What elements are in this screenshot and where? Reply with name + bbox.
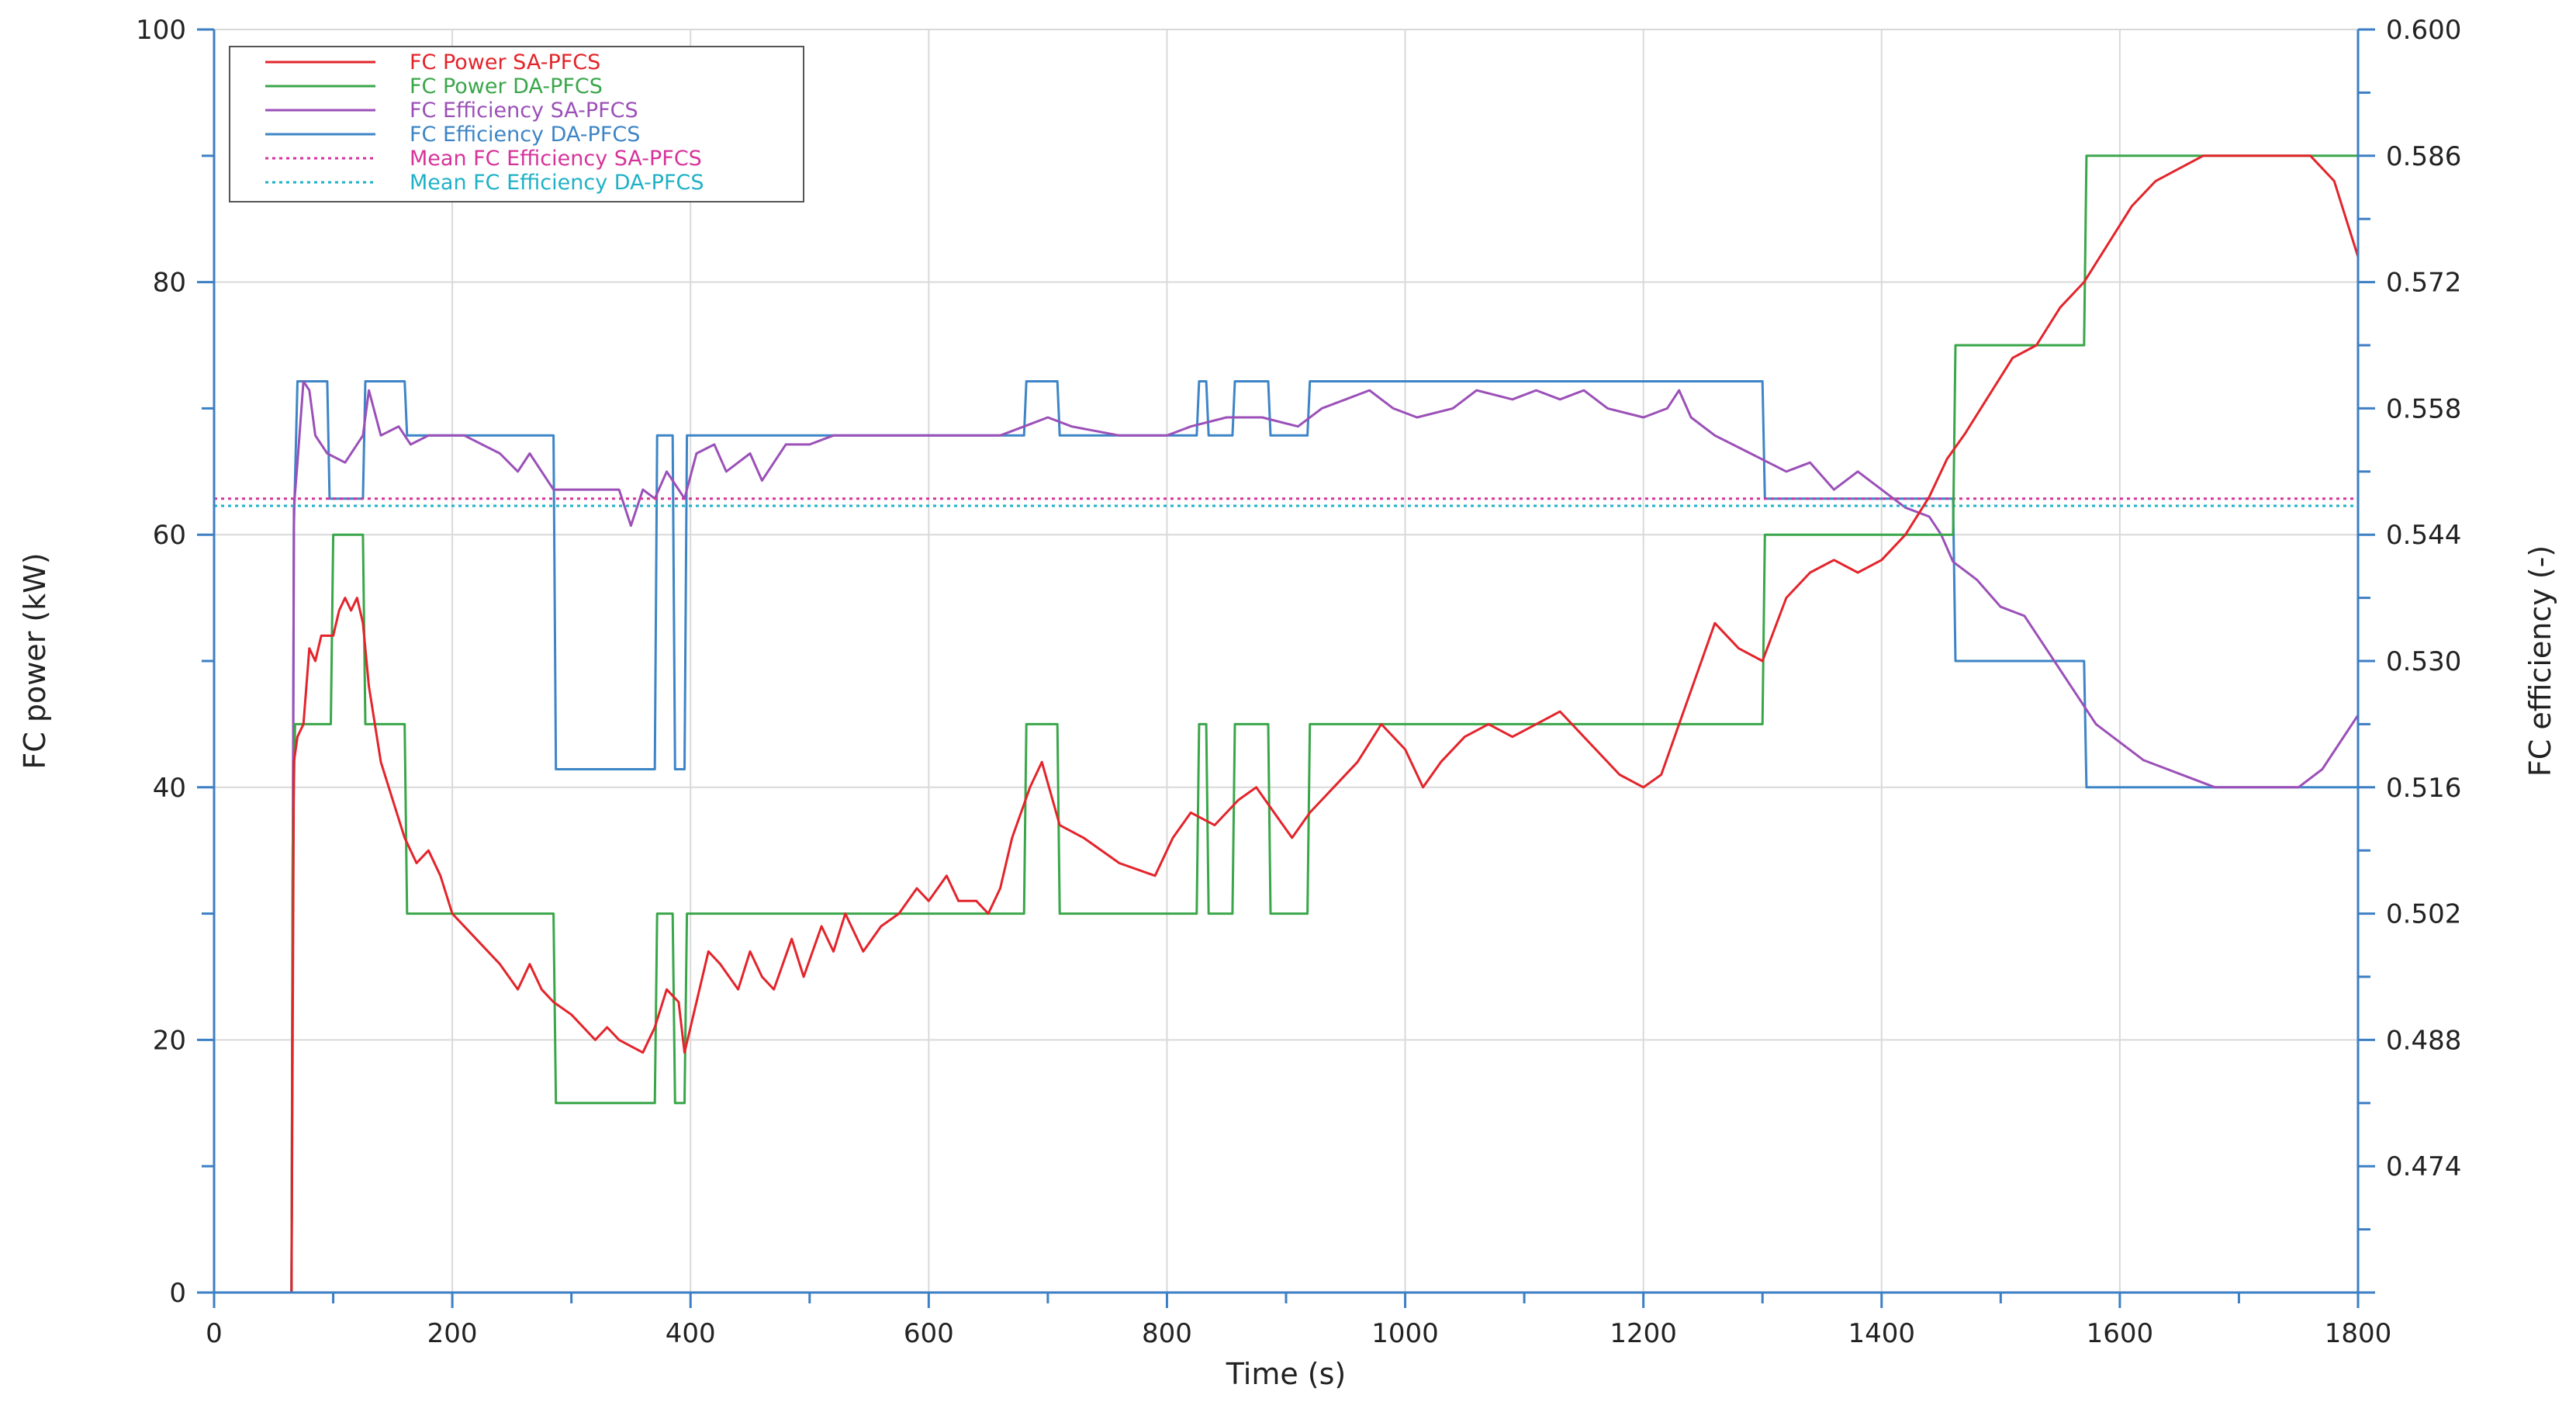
y-right-tick-label: 0.502 xyxy=(2386,899,2461,930)
legend-label: FC Power SA-PFCS xyxy=(410,50,600,74)
y-left-tick-label: 20 xyxy=(153,1025,186,1056)
y-right-tick-label: 0.530 xyxy=(2386,646,2461,677)
x-tick-label: 1600 xyxy=(2087,1318,2154,1349)
y-left-tick-label: 40 xyxy=(153,773,186,804)
x-tick-label: 800 xyxy=(1142,1318,1192,1349)
x-tick-label: 1800 xyxy=(2325,1318,2392,1349)
grid xyxy=(214,29,2359,1293)
y-right-tick-label: 0.558 xyxy=(2386,393,2461,424)
legend-label: FC Efficiency DA-PFCS xyxy=(410,123,640,147)
x-tick-label: 400 xyxy=(666,1318,716,1349)
y-right-tick-label: 0.586 xyxy=(2386,141,2461,172)
y-axis-right-title: FC efficiency (-) xyxy=(2523,545,2557,777)
y-left-tick-label: 0 xyxy=(169,1278,186,1309)
axes: 0 200 400 600 800 1000 1200 1400 1600 1800 0 20 40 60… xyxy=(136,15,2461,1349)
series-line-fc-power-da-pfcs xyxy=(214,154,2358,1294)
y-left-tick-label: 60 xyxy=(153,520,186,551)
y-right-tick-label: 0.600 xyxy=(2386,15,2461,46)
x-tick-label: 200 xyxy=(427,1318,478,1349)
y-right-tick-label: 0.488 xyxy=(2386,1025,2461,1056)
y-right-tick-label: 0.544 xyxy=(2386,520,2461,551)
series-group xyxy=(214,154,2360,1294)
series-line-fc-efficiency-da-pfcs xyxy=(290,380,2358,1293)
y-left-tick-label: 80 xyxy=(153,268,186,299)
y-right-tick-label: 0.516 xyxy=(2386,773,2461,804)
y-left-tick-label: 100 xyxy=(136,15,186,46)
legend-label: Mean FC Efficiency SA-PFCS xyxy=(410,147,702,171)
series-line-fc-power-sa-pfcs xyxy=(214,154,2360,1294)
legend-label: FC Power DA-PFCS xyxy=(410,74,603,99)
x-tick-label: 1200 xyxy=(1610,1318,1677,1349)
legend-label: Mean FC Efficiency DA-PFCS xyxy=(410,171,704,195)
x-tick-label: 600 xyxy=(904,1318,954,1349)
x-tick-label: 0 xyxy=(206,1318,223,1349)
x-axis-title: Time (s) xyxy=(1226,1357,1347,1391)
x-tick-label: 1000 xyxy=(1371,1318,1439,1349)
legend-label: FC Efficiency SA-PFCS xyxy=(410,99,638,123)
series-line-fc-efficiency-sa-pfcs xyxy=(290,380,2360,1293)
y-right-tick-label: 0.474 xyxy=(2386,1151,2461,1182)
y-right-tick-label: 0.572 xyxy=(2386,268,2461,299)
legend-box xyxy=(229,46,804,202)
y-axis-left-title: FC power (kW) xyxy=(18,552,52,769)
x-tick-label: 1400 xyxy=(1848,1318,1916,1349)
